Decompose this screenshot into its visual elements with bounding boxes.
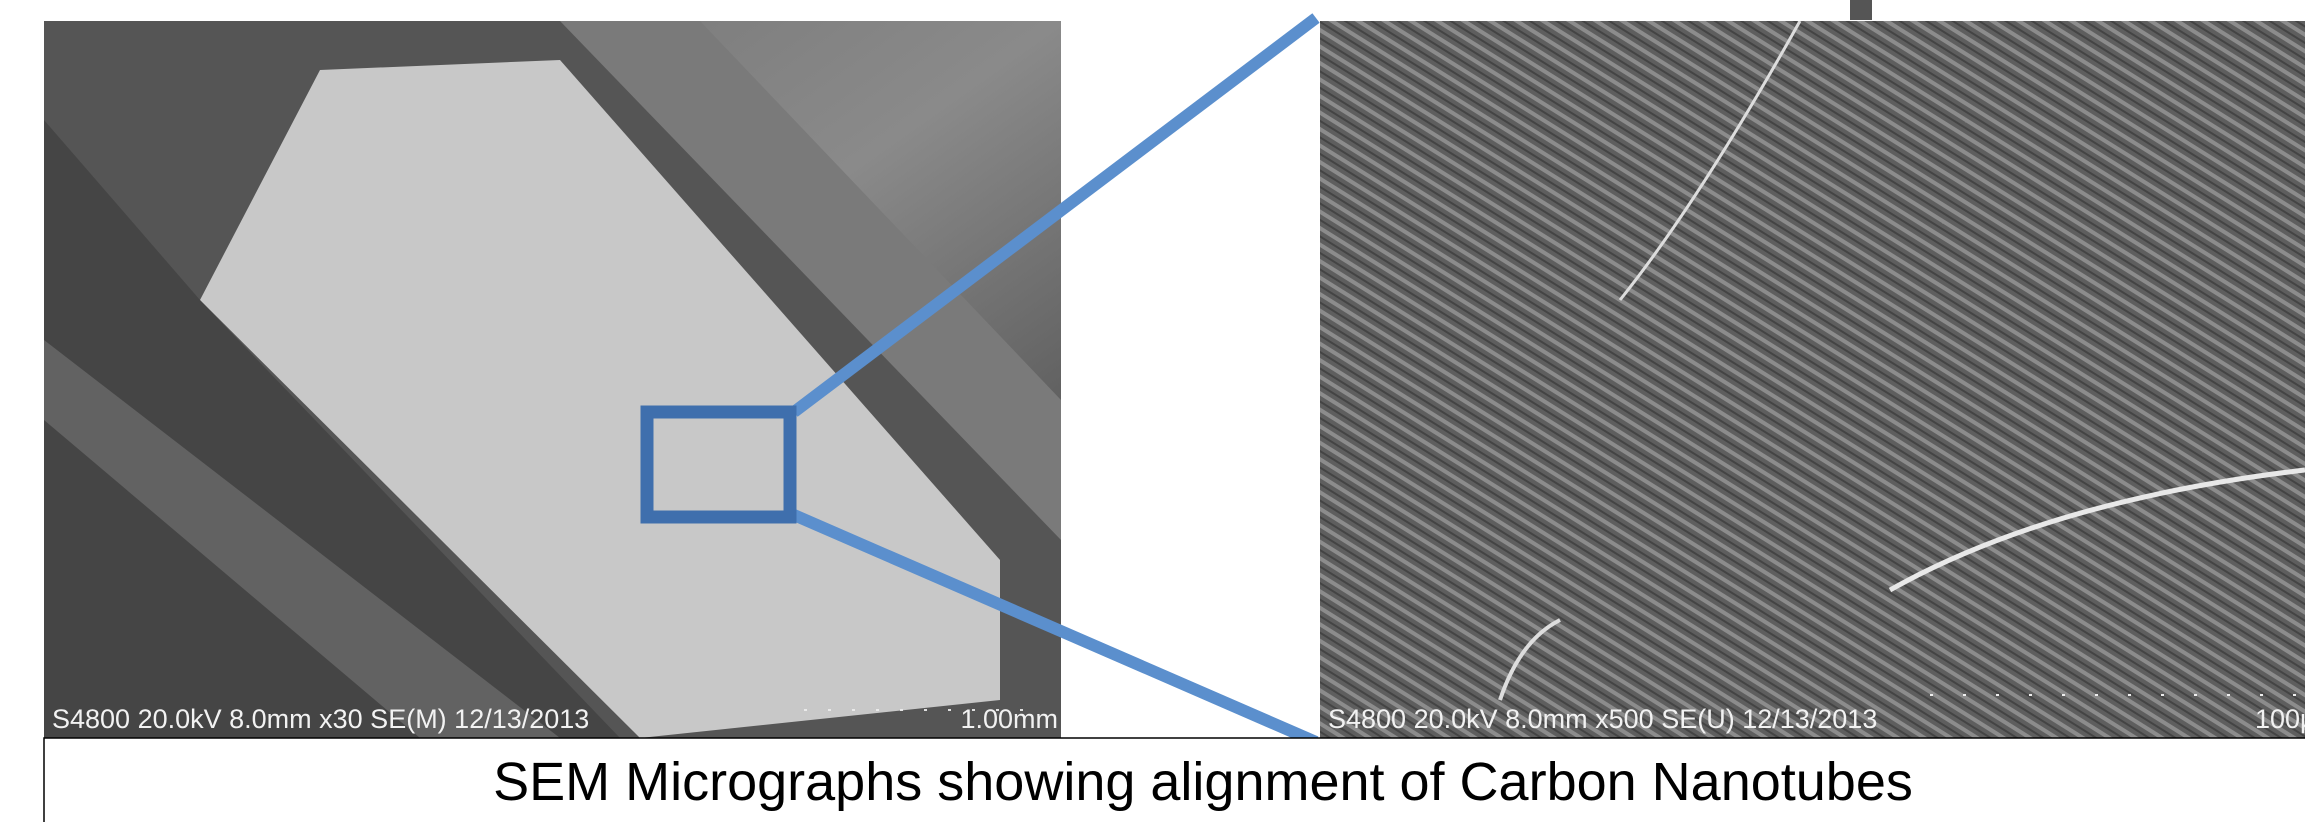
decoration: [1850, 0, 1872, 20]
scale-label: 100μm: [2255, 704, 2305, 734]
image-info: S4800 20.0kV 8.0mm x500 SE(U) 12/13/2013: [1328, 704, 1877, 734]
scale-label: 1.00mm: [960, 704, 1058, 734]
sem-image-left: S4800 20.0kV 8.0mm x30 SE(M) 12/13/2013 …: [44, 21, 1061, 738]
figure: S4800 20.0kV 8.0mm x30 SE(M) 12/13/2013 …: [0, 0, 2305, 822]
image-info: S4800 20.0kV 8.0mm x30 SE(M) 12/13/2013: [52, 704, 589, 734]
slide: S4800 20.0kV 8.0mm x30 SE(M) 12/13/2013 …: [0, 0, 2305, 822]
caption: SEM Micrographs showing alignment of Car…: [493, 752, 1913, 812]
sem-image-right: S4800 20.0kV 8.0mm x500 SE(U) 12/13/2013…: [1320, 21, 2305, 738]
